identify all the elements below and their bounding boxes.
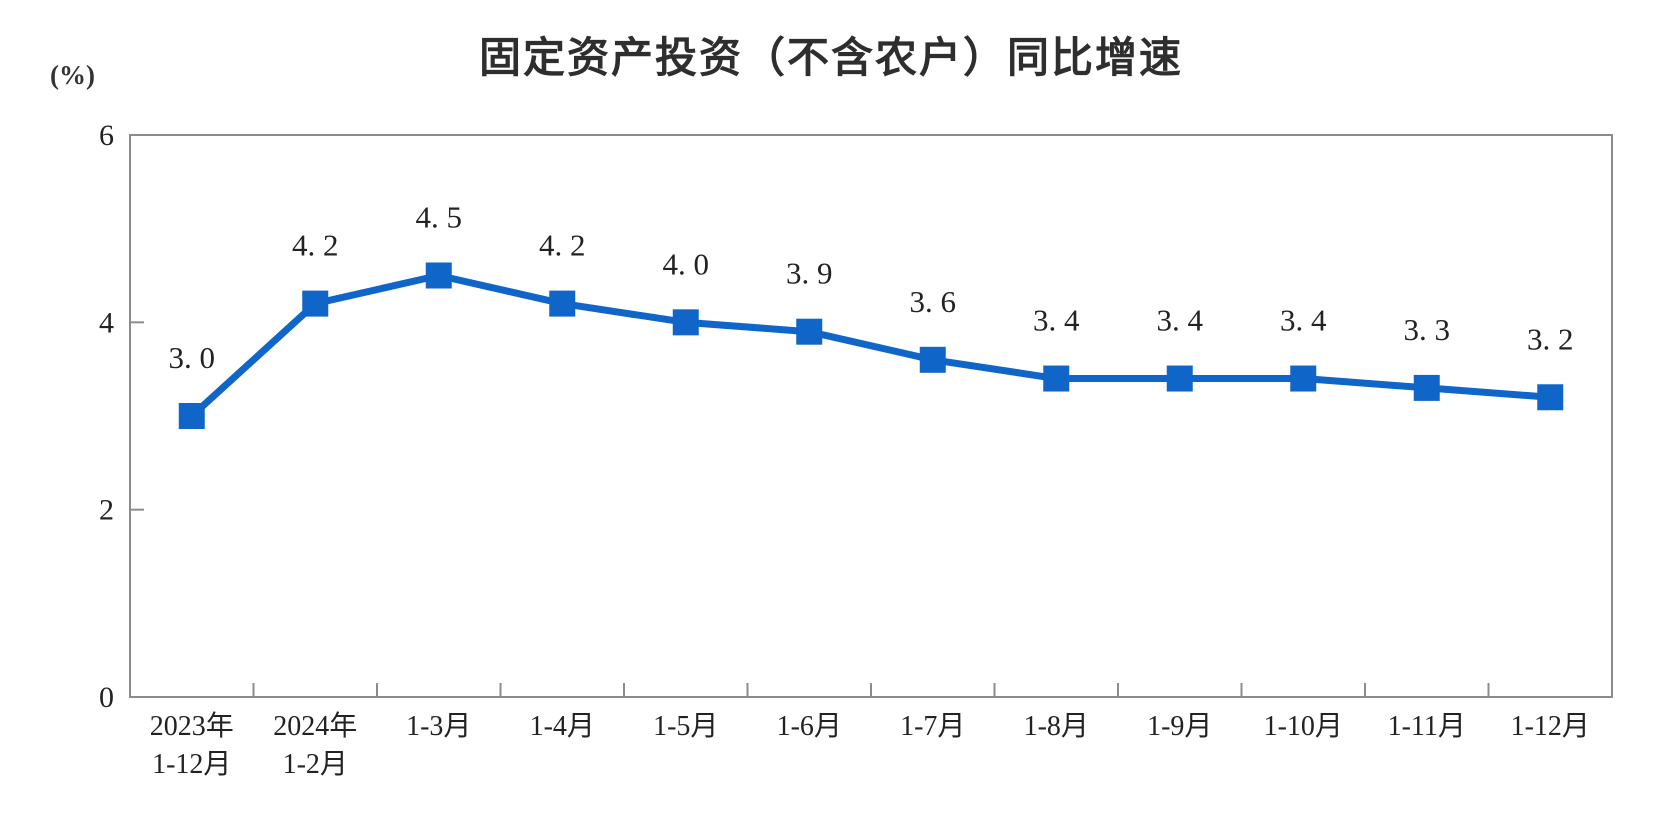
x-tick-label: 1-9月 xyxy=(1147,711,1212,742)
x-tick-label: 1-8月 xyxy=(1024,711,1089,742)
data-point-label: 3. 0 xyxy=(169,340,216,375)
x-tick-label: 1-11月 xyxy=(1388,711,1466,742)
data-point-marker xyxy=(672,309,699,336)
data-point-marker xyxy=(549,290,576,317)
data-point-label: 4. 2 xyxy=(292,228,339,263)
data-point-marker xyxy=(919,346,946,373)
series-line xyxy=(188,272,1554,420)
x-tick-label: 1-12月 xyxy=(152,749,231,780)
data-point-label: 3. 3 xyxy=(1404,312,1451,347)
x-tick-label: 1-6月 xyxy=(777,711,842,742)
x-tick-label: 1-12月 xyxy=(1511,711,1590,742)
x-tick-label: 1-2月 xyxy=(283,749,348,780)
data-point-marker xyxy=(425,262,452,289)
data-point-marker xyxy=(1166,365,1193,392)
data-point-label: 3. 9 xyxy=(786,256,833,291)
data-point-marker xyxy=(796,318,823,345)
y-tick-label: 2 xyxy=(99,494,114,527)
data-point-marker xyxy=(1537,384,1564,411)
data-point-marker xyxy=(1413,374,1440,401)
data-point-label: 4. 2 xyxy=(539,228,586,263)
chart-title: 固定资产投资（不含农户）同比增速 xyxy=(478,34,1183,81)
data-point-marker xyxy=(1043,365,1070,392)
x-tick-label: 1-10月 xyxy=(1264,711,1343,742)
x-tick-label: 1-3月 xyxy=(406,711,471,742)
data-point-label: 4. 0 xyxy=(663,246,710,281)
x-tick-label: 1-4月 xyxy=(530,711,595,742)
data-point-label: 3. 4 xyxy=(1033,303,1080,338)
x-tick-label: 1-5月 xyxy=(653,711,718,742)
data-point-label: 3. 4 xyxy=(1280,303,1327,338)
data-point-label: 3. 2 xyxy=(1527,321,1574,356)
x-tick-label: 2023年 xyxy=(150,710,234,742)
data-point-marker xyxy=(1290,365,1317,392)
y-tick-label: 6 xyxy=(99,119,114,152)
data-point-label: 4. 5 xyxy=(416,200,463,235)
x-tick-label: 1-7月 xyxy=(900,711,965,742)
plot-area-border xyxy=(129,134,1613,698)
y-tick-label: 4 xyxy=(99,306,114,339)
data-point-marker xyxy=(178,403,205,429)
data-point-marker xyxy=(302,290,329,317)
y-tick-label: 0 xyxy=(99,681,114,714)
data-point-label: 3. 6 xyxy=(910,284,957,319)
x-tick-label: 2024年 xyxy=(273,710,357,742)
y-axis-unit-label: (%) xyxy=(50,60,95,90)
data-point-label: 3. 4 xyxy=(1157,303,1204,338)
